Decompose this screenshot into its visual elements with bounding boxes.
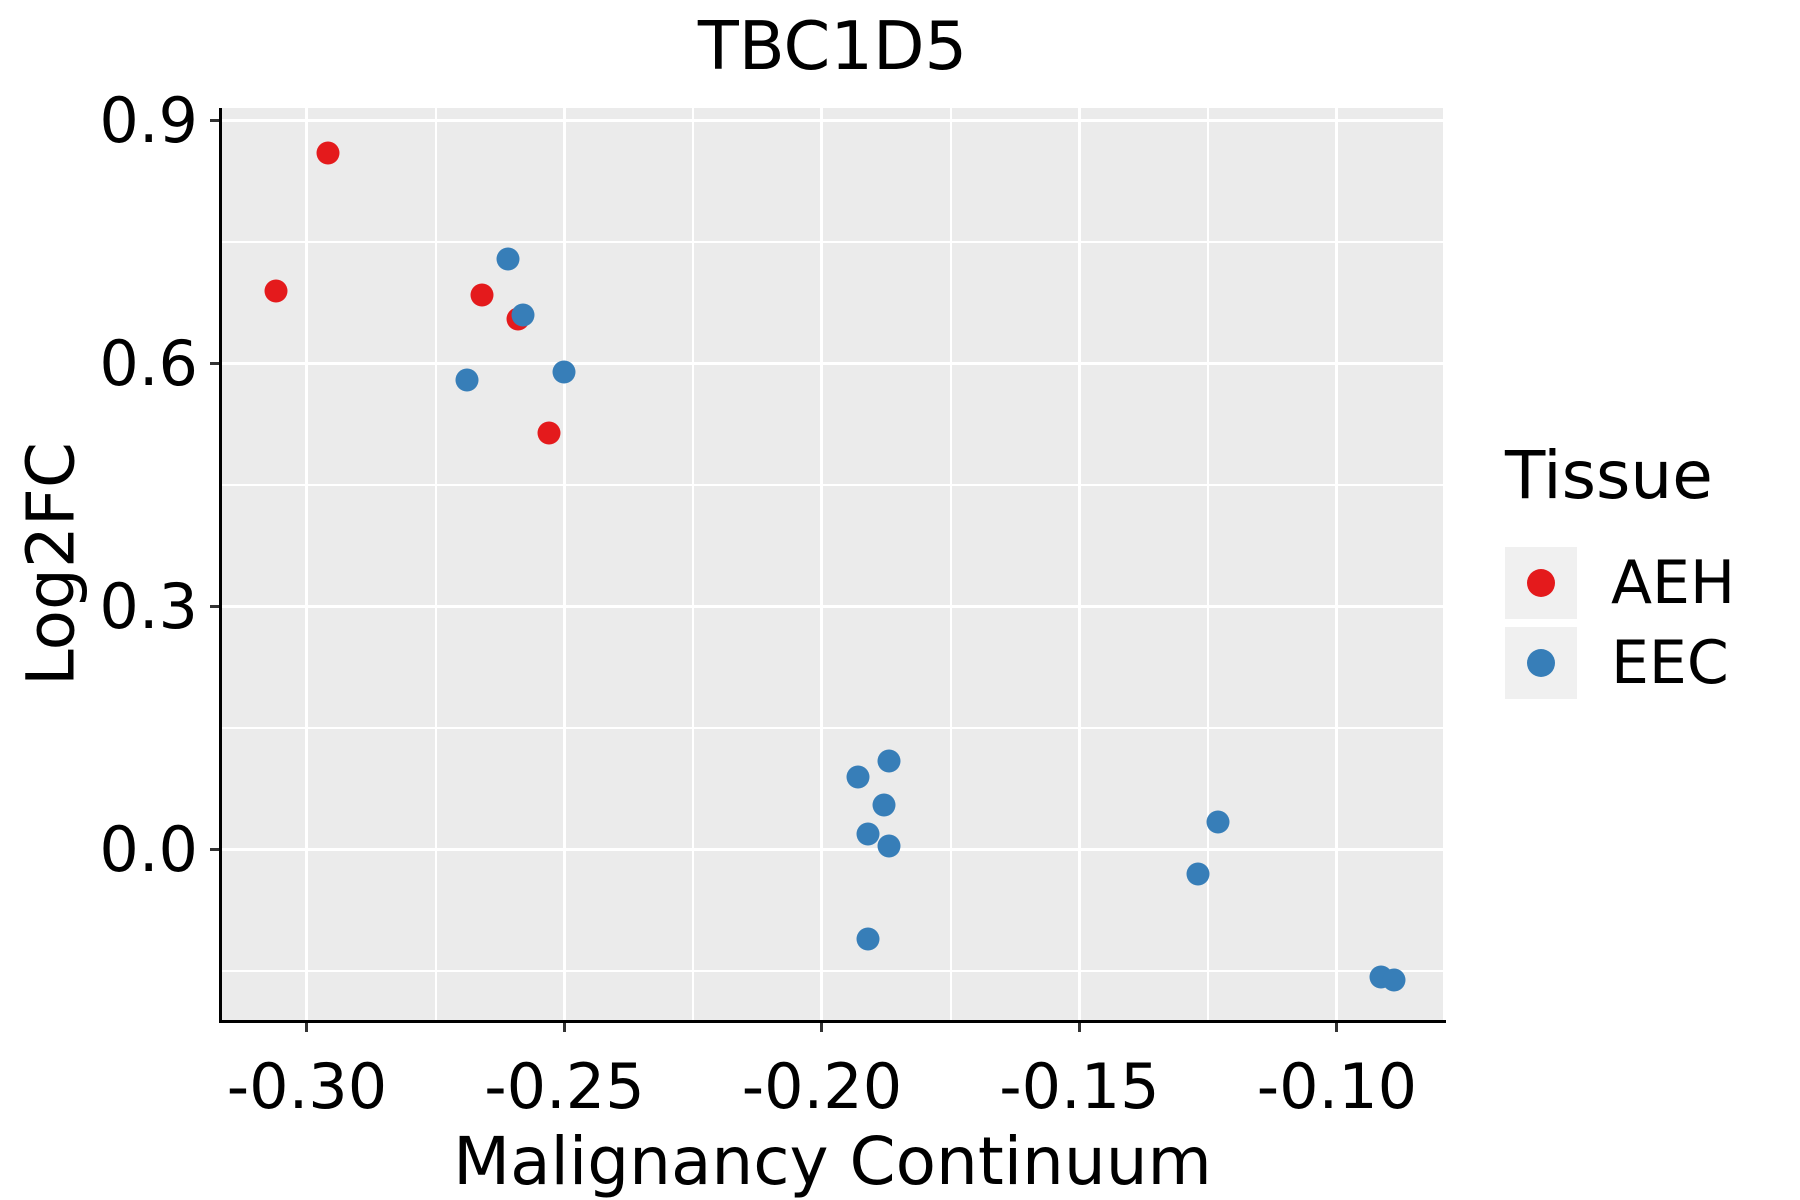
x-tick-mark: [562, 1023, 566, 1032]
x-tick-mark: [305, 1023, 309, 1032]
y-axis-title: Log2FC: [12, 442, 90, 686]
y-minor-gridline: [222, 727, 1443, 730]
x-tick-label: -0.15: [999, 1050, 1160, 1123]
data-point-eec: [877, 749, 901, 773]
y-tick-mark: [210, 848, 219, 852]
x-tick-mark: [1335, 1023, 1339, 1032]
data-point-aeh: [264, 279, 288, 303]
y-tick-mark: [210, 605, 219, 609]
data-point-eec: [872, 793, 896, 817]
y-major-gridline: [222, 119, 1443, 123]
y-tick-mark: [210, 362, 219, 366]
aeh-dot-icon: [1527, 568, 1555, 597]
data-point-eec: [856, 927, 880, 951]
plot-title: TBC1D5: [697, 7, 968, 85]
y-minor-gridline: [222, 241, 1443, 244]
data-point-eec: [1382, 968, 1406, 991]
data-point-eec: [1206, 810, 1230, 834]
legend-key-eec: [1505, 626, 1577, 699]
data-point-aeh: [316, 141, 340, 165]
x-major-gridline: [1077, 108, 1081, 1020]
y-major-gridline: [222, 362, 1443, 366]
legend-row-aeh: AEH: [1505, 546, 1736, 619]
data-point-eec: [1186, 862, 1210, 886]
plot-panel: [222, 108, 1443, 1020]
data-point-eec: [511, 303, 535, 327]
data-point-eec: [496, 247, 520, 271]
x-minor-gridline: [949, 108, 952, 1020]
x-major-gridline: [1335, 108, 1339, 1020]
x-tick-label: -0.30: [226, 1050, 388, 1123]
y-tick-label: 0.3: [99, 569, 198, 643]
legend-label-aeh: AEH: [1611, 547, 1736, 618]
x-minor-gridline: [1207, 108, 1210, 1020]
legend-key-aeh: [1505, 546, 1577, 619]
x-tick-mark: [820, 1023, 824, 1032]
y-major-gridline: [222, 848, 1443, 852]
legend-label-eec: EEC: [1611, 627, 1729, 698]
x-tick-label: -0.20: [741, 1050, 903, 1123]
y-tick-mark: [210, 119, 219, 123]
y-tick-label: 0.6: [99, 326, 198, 400]
x-tick-mark: [1077, 1023, 1081, 1032]
x-major-gridline: [562, 108, 566, 1020]
data-point-eec: [455, 368, 479, 392]
x-tick-label: -0.25: [484, 1050, 645, 1123]
data-point-eec: [856, 822, 880, 846]
data-point-eec: [877, 834, 901, 858]
data-point-eec: [552, 360, 576, 384]
y-tick-label: 0.0: [99, 812, 198, 886]
data-point-aeh: [470, 283, 494, 307]
x-major-gridline: [820, 108, 824, 1020]
data-point-eec: [846, 765, 870, 789]
x-axis-title: Malignancy Continuum: [453, 1123, 1212, 1200]
x-minor-gridline: [692, 108, 695, 1020]
legend-title: Tissue: [1505, 437, 1713, 514]
y-minor-gridline: [222, 970, 1443, 973]
data-point-aeh: [537, 421, 561, 445]
legend: Tissue AEH EEC: [1505, 437, 1736, 707]
x-tick-label: -0.10: [1256, 1050, 1418, 1123]
x-major-gridline: [305, 108, 309, 1020]
y-minor-gridline: [222, 484, 1443, 487]
x-axis-line: [219, 1020, 1446, 1023]
y-major-gridline: [222, 605, 1443, 609]
eec-dot-icon: [1527, 648, 1555, 677]
legend-row-eec: EEC: [1505, 626, 1735, 699]
y-axis-line: [219, 108, 222, 1023]
y-tick-label: 0.9: [99, 83, 198, 157]
x-minor-gridline: [434, 108, 437, 1020]
